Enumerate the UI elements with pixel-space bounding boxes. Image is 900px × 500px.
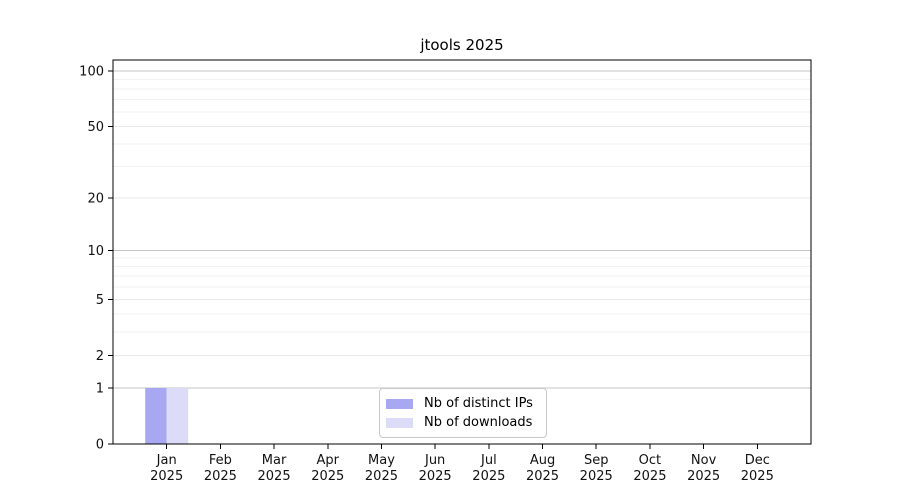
legend-item-downloads: Nb of downloads [386, 413, 538, 432]
x-tick-label-month: Dec [745, 453, 770, 468]
legend: Nb of distinct IPs Nb of downloads [379, 388, 547, 438]
x-tick-label-year: 2025 [472, 469, 505, 484]
legend-label-downloads: Nb of downloads [424, 415, 533, 430]
bar-nb-of-distinct-ips-jan [145, 388, 167, 444]
x-tick-label-year: 2025 [150, 469, 183, 484]
x-tick-label-month: Aug [530, 453, 555, 468]
legend-label-distinct-ips: Nb of distinct IPs [424, 396, 533, 411]
y-tick-label: 0 [96, 438, 104, 453]
x-tick-label-month: Mar [262, 453, 287, 468]
x-tick-label-month: Feb [209, 453, 232, 468]
chart-title: jtools 2025 [420, 36, 504, 54]
x-tick-label-month: Sep [584, 453, 609, 468]
x-tick-label-month: Jun [424, 453, 445, 468]
y-tick-label: 20 [87, 192, 104, 207]
x-tick-label-year: 2025 [741, 469, 774, 484]
legend-item-distinct-ips: Nb of distinct IPs [386, 394, 538, 413]
gridlines [113, 70, 811, 389]
bars [145, 388, 189, 444]
x-tick-label-year: 2025 [687, 469, 720, 484]
x-tick-label-month: Oct [639, 453, 661, 468]
x-tick-label-year: 2025 [633, 469, 666, 484]
x-tick-label-month: May [368, 453, 395, 468]
bar-nb-of-downloads-jan [166, 388, 189, 444]
x-tick-label-month: Nov [691, 453, 717, 468]
legend-swatch-distinct-ips [386, 398, 413, 409]
x-tick-label-month: Jul [480, 453, 497, 468]
x-tick-label-year: 2025 [419, 469, 452, 484]
plot-border [112, 59, 812, 445]
x-axis: Jan2025Feb2025Mar2025Apr2025May2025Jun20… [150, 444, 774, 484]
x-tick-label-month: Jan [156, 453, 177, 468]
y-tick-label: 50 [87, 120, 104, 135]
y-tick-label: 2 [96, 349, 104, 364]
x-tick-label-year: 2025 [311, 469, 344, 484]
y-tick-label: 10 [87, 244, 104, 259]
y-axis: 0 1 2 5 10 20 50 100 [79, 65, 113, 453]
x-tick-label-year: 2025 [365, 469, 398, 484]
legend-swatch-downloads [386, 417, 413, 428]
x-tick-label-year: 2025 [204, 469, 237, 484]
y-tick-label: 5 [96, 293, 104, 308]
x-tick-label-year: 2025 [258, 469, 291, 484]
y-tick-label: 1 [96, 382, 104, 397]
x-tick-label-year: 2025 [580, 469, 613, 484]
y-tick-label: 100 [79, 65, 104, 80]
x-tick-label-year: 2025 [526, 469, 559, 484]
x-tick-label-month: Apr [317, 453, 340, 468]
